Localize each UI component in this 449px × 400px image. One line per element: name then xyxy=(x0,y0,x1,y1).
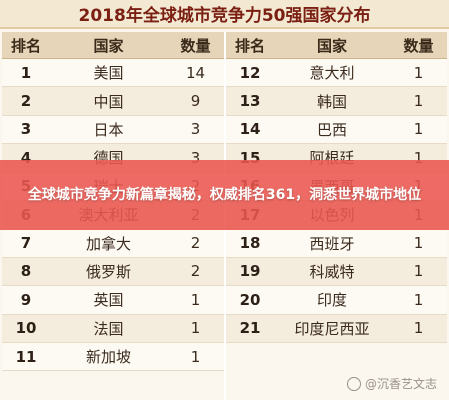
header-rank: 排名 xyxy=(226,32,274,59)
table-cell-country: 西班牙 xyxy=(274,229,390,258)
header-count: 数量 xyxy=(390,32,447,59)
table-cell-rank: 10 xyxy=(2,314,50,343)
table-cell-country: 美国 xyxy=(50,59,167,88)
header-count: 数量 xyxy=(167,32,224,59)
table-cell-country: 英国 xyxy=(50,286,167,315)
table-cell-rank: 2 xyxy=(2,87,50,116)
watermark-text: @沉香艺文志 xyxy=(364,377,437,391)
table-cell-count: 1 xyxy=(167,342,224,372)
table-cell-rank: 11 xyxy=(2,342,50,372)
table-cell-country: 印度 xyxy=(274,286,390,315)
table-cell-count: 3 xyxy=(167,115,224,145)
table-cell-rank: 7 xyxy=(2,229,50,258)
table-cell-country: 俄罗斯 xyxy=(50,257,167,287)
table-cell-country: 日本 xyxy=(50,115,167,145)
table-cell-country: 印度尼西亚 xyxy=(274,314,390,343)
table-cell-count: 1 xyxy=(390,59,447,88)
table-cell-rank: 8 xyxy=(2,257,50,287)
table-cell-country: 中国 xyxy=(50,87,167,116)
table-cell-count: 2 xyxy=(167,229,224,258)
table-cell-rank: 12 xyxy=(226,59,274,88)
table-cell-rank: 13 xyxy=(226,87,274,116)
table-cell-count: 1 xyxy=(390,257,447,287)
table-cell-count: 14 xyxy=(167,59,224,88)
page-title: 2018年全球城市竞争力50强国家分布 xyxy=(0,0,449,29)
headline-banner[interactable]: 全球城市竞争力新篇章揭秘，权威排名361，洞悉世界城市地位 xyxy=(0,160,449,230)
table-cell-count: 2 xyxy=(167,257,224,287)
table-cell-count: 1 xyxy=(390,314,447,343)
table-cell-count: 1 xyxy=(390,115,447,145)
table-cell-country: 加拿大 xyxy=(50,229,167,258)
table-cell-rank: 9 xyxy=(2,286,50,315)
table-cell-rank: 19 xyxy=(226,257,274,287)
table-cell-country: 新加坡 xyxy=(50,342,167,372)
table-cell-country: 巴西 xyxy=(274,115,390,145)
table-cell-rank: 21 xyxy=(226,314,274,343)
header-country: 国家 xyxy=(274,32,390,59)
table-cell-rank: 3 xyxy=(2,115,50,145)
table-cell-rank: 18 xyxy=(226,229,274,258)
table-cell-rank: 20 xyxy=(226,286,274,315)
table-cell-country: 意大利 xyxy=(274,59,390,88)
table-cell-country: 韩国 xyxy=(274,87,390,116)
header-rank: 排名 xyxy=(2,32,50,59)
table-cell-count: 1 xyxy=(390,229,447,258)
headline-text: 全球城市竞争力新篇章揭秘，权威排名361，洞悉世界城市地位 xyxy=(27,187,422,203)
table-cell-rank: 1 xyxy=(2,59,50,88)
watermark: @沉香艺文志 xyxy=(346,375,437,392)
table-cell-count: 1 xyxy=(167,286,224,315)
table-cell-count: 9 xyxy=(167,87,224,116)
table-cell-count: 1 xyxy=(167,314,224,343)
header-country: 国家 xyxy=(50,32,167,59)
table-cell-rank: 14 xyxy=(226,115,274,145)
watermark-icon xyxy=(346,376,361,391)
table-cell-country: 科威特 xyxy=(274,257,390,287)
table-cell-country: 法国 xyxy=(50,314,167,343)
table-cell-count: 1 xyxy=(390,87,447,116)
table-cell-count: 1 xyxy=(390,286,447,315)
